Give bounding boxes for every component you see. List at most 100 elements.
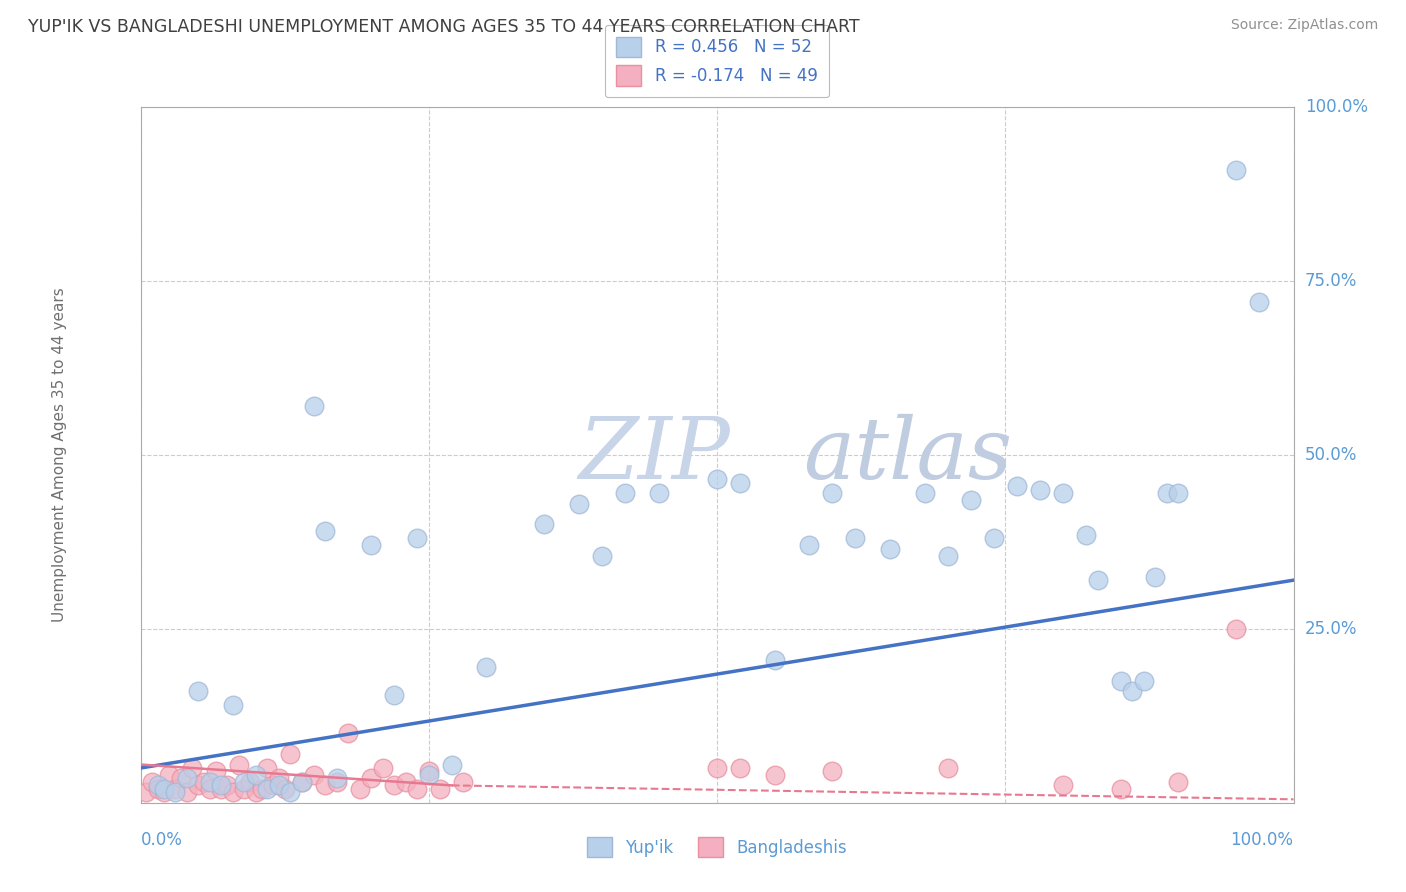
- Point: [763, 653, 786, 667]
- Text: YUP'IK VS BANGLADESHI UNEMPLOYMENT AMONG AGES 35 TO 44 YEARS CORRELATION CHART: YUP'IK VS BANGLADESHI UNEMPLOYMENT AMONG…: [28, 18, 859, 36]
- Point: [337, 726, 360, 740]
- Point: [204, 764, 226, 779]
- Point: [233, 775, 256, 789]
- Point: [648, 486, 671, 500]
- Point: [418, 764, 440, 779]
- Point: [198, 781, 221, 796]
- Point: [959, 493, 981, 508]
- Point: [291, 775, 314, 789]
- Text: 100.0%: 100.0%: [1230, 830, 1294, 848]
- Point: [1132, 674, 1154, 689]
- Point: [1247, 294, 1270, 309]
- Point: [280, 785, 302, 799]
- Point: [302, 768, 325, 782]
- Point: [1029, 483, 1052, 497]
- Point: [256, 781, 278, 796]
- Point: [613, 486, 636, 500]
- Point: [936, 761, 959, 775]
- Text: 100.0%: 100.0%: [1305, 98, 1368, 116]
- Point: [291, 775, 314, 789]
- Point: [914, 486, 936, 500]
- Point: [198, 775, 221, 789]
- Point: [983, 532, 1005, 546]
- Text: atlas: atlas: [804, 414, 1012, 496]
- Point: [245, 768, 267, 782]
- Point: [1087, 573, 1109, 587]
- Point: [821, 486, 844, 500]
- Point: [267, 778, 290, 792]
- Point: [1225, 622, 1247, 636]
- Point: [146, 778, 169, 792]
- Point: [844, 532, 866, 546]
- Point: [360, 538, 382, 552]
- Point: [209, 778, 232, 792]
- Point: [256, 761, 278, 775]
- Point: [360, 772, 382, 786]
- Point: [728, 475, 751, 490]
- Point: [250, 781, 273, 796]
- Point: [245, 785, 267, 799]
- Point: [280, 747, 302, 761]
- Text: 75.0%: 75.0%: [1305, 272, 1357, 290]
- Point: [159, 768, 180, 782]
- Point: [453, 775, 475, 789]
- Point: [706, 472, 728, 486]
- Point: [382, 688, 405, 702]
- Point: [568, 497, 591, 511]
- Point: [763, 768, 786, 782]
- Point: [799, 538, 821, 552]
- Text: 25.0%: 25.0%: [1305, 620, 1358, 638]
- Point: [475, 660, 498, 674]
- Point: [187, 778, 209, 792]
- Point: [1225, 162, 1247, 177]
- Point: [406, 781, 429, 796]
- Point: [706, 761, 728, 775]
- Point: [152, 785, 174, 799]
- Point: [222, 785, 245, 799]
- Point: [1109, 674, 1132, 689]
- Point: [222, 698, 245, 713]
- Point: [228, 757, 250, 772]
- Point: [349, 781, 371, 796]
- Point: [314, 778, 336, 792]
- Point: [1109, 781, 1132, 796]
- Point: [302, 399, 325, 413]
- Point: [135, 785, 157, 799]
- Point: [325, 775, 347, 789]
- Point: [209, 781, 232, 796]
- Point: [406, 532, 429, 546]
- Point: [217, 778, 239, 792]
- Point: [1005, 479, 1028, 493]
- Point: [239, 775, 262, 789]
- Text: ZIP: ZIP: [579, 414, 731, 496]
- Point: [314, 524, 336, 539]
- Point: [533, 517, 555, 532]
- Point: [395, 775, 418, 789]
- Point: [1074, 528, 1097, 542]
- Point: [193, 775, 215, 789]
- Point: [429, 781, 451, 796]
- Point: [262, 778, 284, 792]
- Point: [1167, 775, 1189, 789]
- Point: [187, 684, 209, 698]
- Point: [1052, 486, 1074, 500]
- Point: [1052, 778, 1074, 792]
- Point: [165, 785, 187, 799]
- Point: [591, 549, 613, 563]
- Point: [170, 772, 193, 786]
- Point: [181, 761, 204, 775]
- Point: [936, 549, 959, 563]
- Point: [371, 761, 394, 775]
- Point: [176, 785, 198, 799]
- Point: [440, 757, 463, 772]
- Point: [418, 768, 440, 782]
- Point: [152, 781, 174, 796]
- Point: [176, 772, 198, 786]
- Point: [728, 761, 751, 775]
- Point: [141, 775, 163, 789]
- Point: [821, 764, 844, 779]
- Point: [1167, 486, 1189, 500]
- Point: [233, 781, 256, 796]
- Point: [274, 781, 297, 796]
- Text: 0.0%: 0.0%: [141, 830, 183, 848]
